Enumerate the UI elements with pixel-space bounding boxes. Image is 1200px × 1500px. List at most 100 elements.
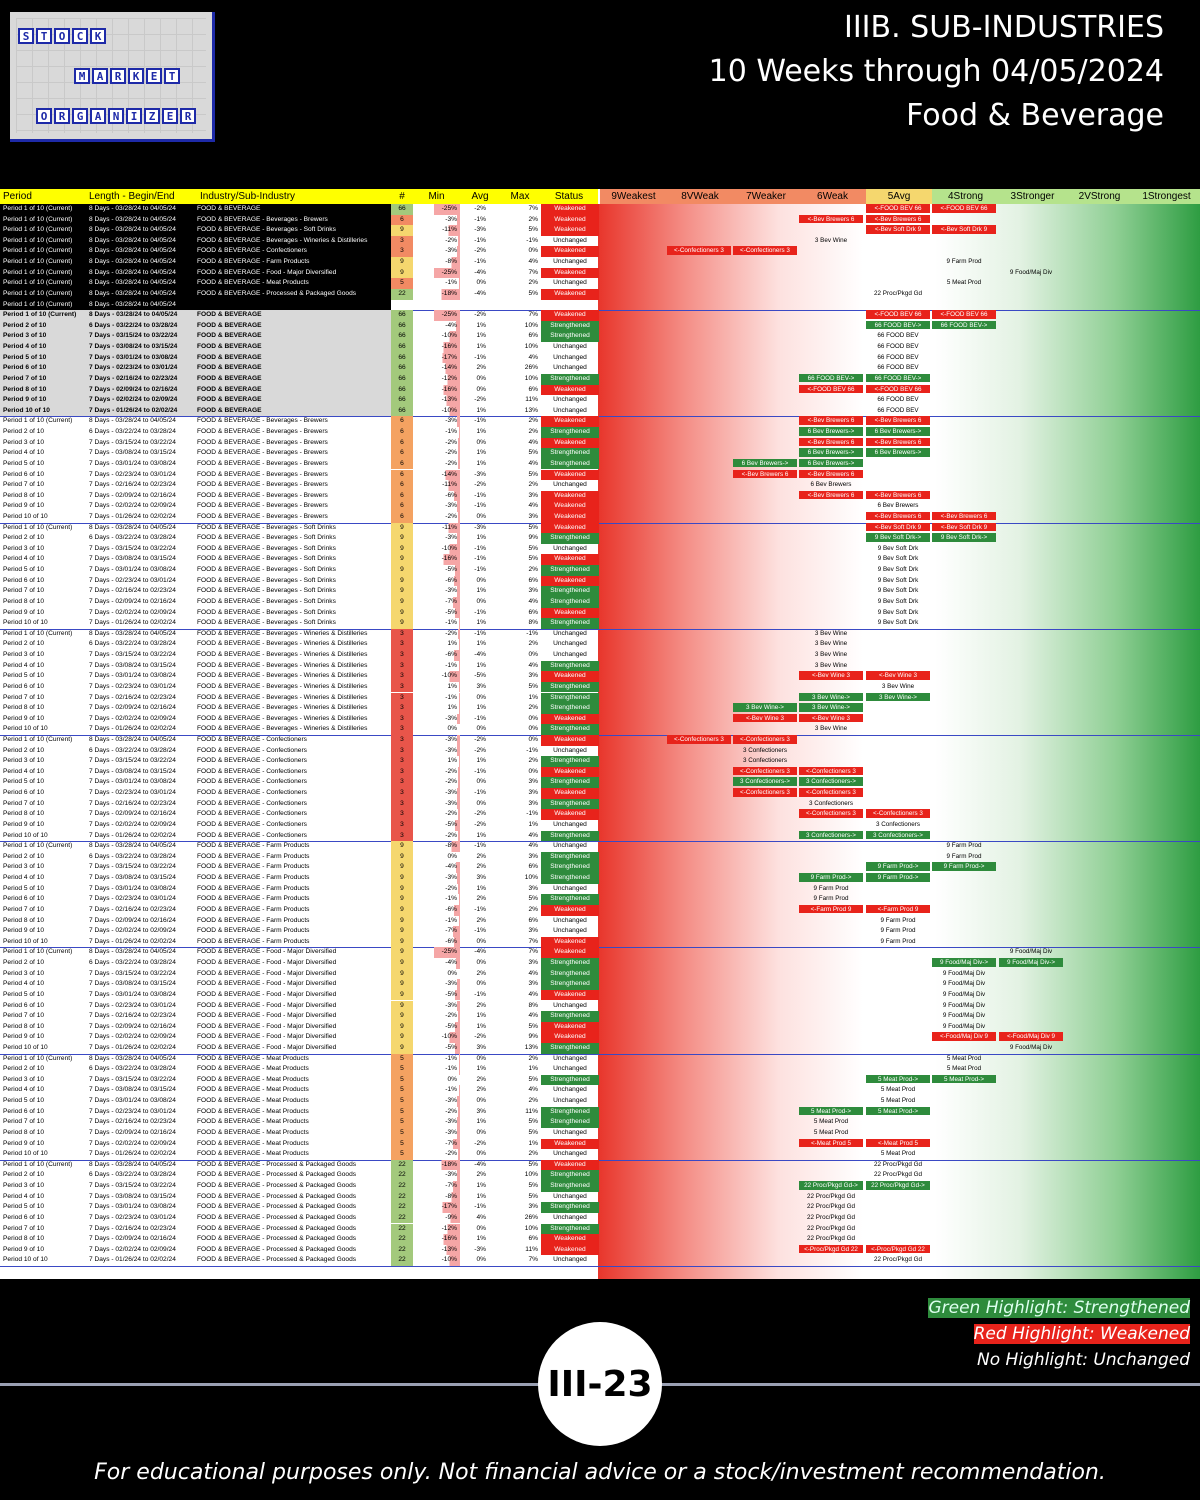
table-cell: Period 1 of 10 (Current) — [3, 205, 73, 212]
table-cell: Weakened — [541, 809, 599, 820]
table-cell: 22 — [391, 1159, 413, 1171]
legend-unchanged: No Highlight: Unchanged — [977, 1350, 1190, 1370]
table-cell: 66 — [391, 204, 413, 215]
table-cell: -2% — [474, 820, 486, 828]
table-cell: 2% — [476, 895, 486, 903]
table-cell: 1% — [476, 1065, 486, 1073]
table-row: Period 4 of 10 7 Days - 03/08/24 to 03/15… — [0, 448, 1200, 459]
section-divider — [0, 1266, 1200, 1267]
table-cell: 0% — [476, 1128, 486, 1136]
table-cell: Unchanged — [553, 1150, 587, 1158]
table-row: Period 9 of 10 7 Days - 02/02/24 to 02/09… — [0, 819, 1200, 831]
logo-letter: Z — [144, 108, 160, 124]
table-row: Period 3 of 10 7 Days - 03/15/24 to 03/22… — [0, 862, 1200, 874]
table-cell: Period 8 of 10 — [3, 1235, 45, 1243]
strength-badge: 9 Farm Prod — [813, 895, 849, 903]
table-cell: 5% — [528, 682, 538, 690]
table-cell: 8 Days - 03/28/24 to 04/05/24 — [89, 311, 178, 319]
table-cell: -4% — [413, 320, 460, 332]
table-cell: 2% — [476, 1171, 486, 1179]
table-row: Period 10 of 10 7 Days - 01/26/24 to 02/0… — [0, 1042, 1200, 1054]
table-cell: 11% — [525, 1245, 538, 1253]
table-cell: 3 — [391, 235, 413, 247]
table-cell: 8 Days - 03/28/24 to 04/05/24 — [89, 279, 176, 287]
table-cell: -6% — [413, 904, 460, 916]
table-cell: FOOD & BEVERAGE - Beverages - Wineries &… — [197, 236, 368, 244]
table-cell: FOOD & BEVERAGE - Processed & Packaged G… — [197, 1160, 357, 1168]
table-cell: Period 1 of 10 (Current) — [3, 215, 73, 223]
table-cell: 9 — [391, 618, 413, 629]
table-cell: Strengthened — [541, 448, 599, 459]
page-subtitle-industry: Food & Beverage — [906, 98, 1164, 133]
table-cell: Weakened — [541, 713, 599, 725]
table-cell: -3% — [413, 1170, 460, 1181]
table-cell: Strengthened — [541, 692, 599, 704]
table-cell: 7 Days - 03/15/24 to 03/22/24 — [89, 438, 176, 446]
strength-badge: 66 FOOD BEV — [877, 353, 919, 361]
table-cell: Weakened — [541, 214, 599, 226]
table-cell: Strengthened — [541, 777, 599, 789]
strength-badge: 66 FOOD BEV — [877, 364, 919, 372]
table-cell: -10% — [413, 671, 460, 682]
table-row: Period 3 of 10 7 Days - 03/15/24 to 03/22… — [0, 968, 1200, 980]
table-cell: Weakened — [541, 384, 599, 396]
table-cell: Period 1 of 10 (Current) — [3, 236, 73, 244]
table-cell: 7 Days - 03/08/24 to 03/15/24 — [89, 343, 178, 351]
table-row: Period 2 of 10 6 Days - 03/22/24 to 03/28… — [0, 745, 1200, 757]
table-row: Period 4 of 10 7 Days - 03/08/24 to 03/15… — [0, 554, 1200, 566]
table-cell: 2% — [528, 428, 538, 436]
table-cell: FOOD & BEVERAGE - Beverages - Wineries &… — [197, 704, 368, 712]
table-cell: -1% — [474, 714, 486, 722]
table-cell: 6% — [528, 332, 538, 340]
table-cell: Period 6 of 10 — [3, 1107, 45, 1115]
table-cell: 7 Days - 02/16/24 to 02/23/24 — [89, 374, 178, 382]
table-cell: -4% — [474, 651, 486, 659]
column-header: 8VWeak — [667, 189, 733, 204]
table-cell: 3 — [391, 650, 413, 661]
table-cell: Weakened — [541, 671, 599, 682]
table-cell: 7 Days - 03/15/24 to 03/22/24 — [89, 651, 176, 659]
table-cell: FOOD & BEVERAGE - Food - Major Diversifi… — [197, 948, 337, 956]
table-row: Period 5 of 10 7 Days - 03/01/24 to 03/08… — [0, 1202, 1200, 1213]
strength-badge: 9 Bev Soft Drk — [877, 608, 919, 616]
table-cell: -1% — [413, 692, 460, 704]
table-cell: -2% — [474, 481, 486, 489]
table-cell: -5% — [413, 989, 460, 1001]
table-cell: -1% — [413, 427, 460, 438]
table-cell: Period 6 of 10 — [3, 895, 45, 903]
table-cell: 7 Days - 02/09/24 to 02/16/24 — [89, 810, 176, 818]
table-cell: 4% — [528, 502, 538, 510]
table-cell: -4% — [413, 862, 460, 874]
table-cell: 0% — [528, 714, 538, 722]
table-cell: Period 2 of 10 — [3, 534, 45, 542]
table-cell: 9 — [391, 989, 413, 1001]
table-cell: 9 — [391, 565, 413, 576]
table-cell: 2% — [528, 1054, 538, 1062]
table-cell: -12% — [413, 1223, 460, 1235]
table-row: Period 2 of 10 6 Days - 03/22/24 to 03/28… — [0, 639, 1200, 650]
table-cell: Period 1 of 10 (Current) — [3, 1160, 73, 1168]
strength-badge: 6 Bev Brewers — [877, 502, 919, 510]
table-cell: FOOD & BEVERAGE - Meat Products — [197, 1139, 309, 1147]
table-cell: -3% — [413, 713, 460, 725]
table-cell: Strengthened — [541, 458, 599, 470]
table-cell: -16% — [413, 554, 460, 566]
table-cell: 4% — [528, 1012, 538, 1020]
table-cell: 3 — [391, 660, 413, 672]
table-cell: FOOD & BEVERAGE - Farm Products — [197, 874, 310, 882]
table-cell: FOOD & BEVERAGE - Confectioners — [197, 767, 307, 775]
table-cell: Strengthened — [541, 533, 599, 544]
table-cell: 9% — [528, 1033, 538, 1041]
table-cell: FOOD & BEVERAGE - Farm Products — [197, 842, 310, 850]
table-cell: 22 — [391, 1234, 413, 1245]
table-cell: Weakened — [541, 788, 599, 799]
table-cell: Weakened — [541, 437, 599, 449]
table-cell: FOOD & BEVERAGE - Food - Major Diversifi… — [197, 959, 337, 967]
table-cell: 3 — [391, 692, 413, 704]
strength-badge: 66 FOOD BEV — [877, 396, 919, 404]
table-row: Period 1 of 10 (Current) 8 Days - 03/28/2… — [0, 416, 1200, 427]
table-cell: FOOD & BEVERAGE - Food - Major Diversifi… — [197, 990, 337, 998]
table-cell: FOOD & BEVERAGE - Food - Major Diversifi… — [197, 1012, 337, 1020]
table-cell: 1% — [476, 661, 486, 669]
strength-badge: <-Bev Wine 3 — [733, 713, 797, 723]
